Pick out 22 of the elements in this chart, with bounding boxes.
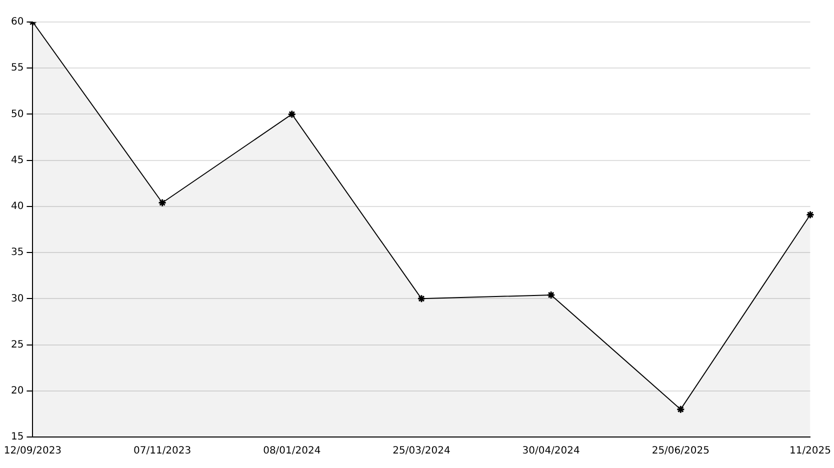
point (417, 294, 426, 303)
point (158, 198, 167, 208)
y-tick-label: 30 (10, 293, 24, 304)
y-tick-label: 45 (10, 154, 24, 166)
y-tick-label: 15 (10, 432, 24, 443)
point (676, 405, 685, 414)
x-tick-label: 25/03/2024 (392, 446, 450, 457)
point (546, 290, 556, 300)
y-tick-label: 50 (10, 108, 24, 120)
x-tick-label: 07/11/2023 (133, 446, 192, 457)
y-tick-label: 35 (10, 247, 24, 258)
x-tick-label: 12/09/2023 (4, 446, 62, 457)
y-tick-label: 60 (10, 16, 24, 28)
x-tick-label: 08/01/2024 (263, 446, 321, 457)
x-tick-label: 30/04/2024 (522, 446, 580, 457)
x-tick-label: 11/2025 (789, 446, 831, 457)
x-tick-label: 25/06/2025 (652, 446, 710, 457)
y-tick-label: 25 (10, 339, 24, 350)
y-tick-label: 20 (10, 385, 24, 396)
y-tick-label: 55 (10, 62, 24, 74)
y-tick-label: 40 (10, 201, 24, 212)
point (288, 110, 296, 118)
